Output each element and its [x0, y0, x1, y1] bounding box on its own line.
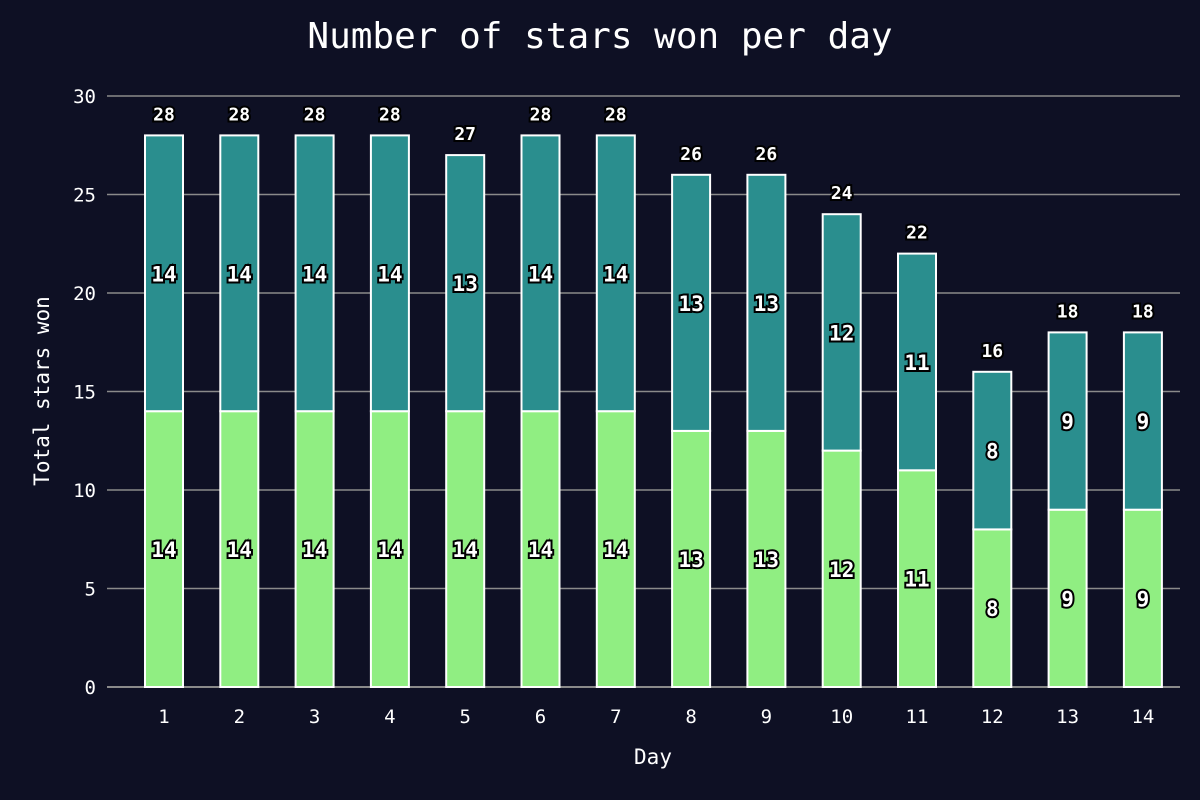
segment-value-label: 13	[678, 548, 703, 572]
bar-total-label: 28	[153, 104, 175, 125]
x-tick-label: 14	[1131, 706, 1154, 728]
segment-value-label: 13	[754, 548, 779, 572]
x-tick-label: 1	[158, 706, 169, 728]
x-tick-label: 10	[830, 706, 853, 728]
x-tick-label: 12	[981, 706, 1004, 728]
bar-total-label: 18	[1132, 301, 1154, 322]
x-axis-label: Day	[634, 745, 672, 769]
bar-segment-1	[595, 410, 636, 688]
bar-total-label: 26	[680, 144, 702, 165]
segment-value-label: 8	[986, 597, 999, 621]
bars: 14 14 28 14 14 28 14 14 28 14 14 28 14 13 27 14 14 28 14 14…	[144, 102, 1163, 689]
bar-segment-1	[219, 410, 260, 688]
bar-segment-1	[144, 410, 184, 688]
x-tick-label: 9	[761, 706, 772, 728]
bar-total-label: 22	[906, 223, 928, 244]
bar-segment-1	[445, 410, 486, 688]
x-tick-label: 6	[535, 706, 546, 728]
x-tick-label: 5	[459, 706, 470, 728]
y-tick-label: 25	[73, 185, 96, 207]
segment-value-label: 14	[302, 262, 327, 286]
bar-segment-1	[746, 429, 787, 688]
bar-segment-2	[821, 213, 862, 452]
segment-value-label: 14	[528, 262, 553, 286]
segment-value-label: 9	[1061, 587, 1074, 611]
segment-value-label: 14	[453, 538, 478, 562]
y-axis-ticks: 0 5 10 15 20 25 30	[73, 86, 96, 699]
bar-total-label: 28	[304, 104, 326, 125]
segment-value-label: 14	[302, 538, 327, 562]
bar-segment-1	[1047, 508, 1088, 689]
segment-value-label: 11	[904, 351, 929, 375]
x-tick-label: 4	[384, 706, 395, 728]
y-tick-label: 30	[73, 86, 96, 108]
bar-segment-2	[1122, 331, 1163, 511]
gridlines	[107, 95, 1180, 688]
bar-segment-2	[671, 173, 712, 432]
x-tick-label: 3	[309, 706, 320, 728]
segment-value-label: 12	[829, 321, 854, 345]
bar-segment-1	[671, 429, 712, 688]
segment-value-label: 13	[754, 292, 779, 316]
bar-segment-1	[972, 528, 1013, 689]
bar-segment-2	[972, 370, 1013, 531]
bar-segment-1	[369, 410, 410, 688]
segment-value-label: 14	[151, 262, 176, 286]
y-tick-label: 10	[73, 480, 96, 502]
bar-total-label: 28	[379, 104, 401, 125]
bar-segment-1	[294, 410, 335, 688]
bar-total-label: 16	[981, 341, 1003, 362]
bar-total-label: 28	[530, 104, 552, 125]
bar-segment-2	[369, 134, 410, 413]
segment-value-label: 11	[904, 568, 929, 592]
bar-total-label: 18	[1057, 301, 1079, 322]
segment-value-label: 14	[528, 538, 553, 562]
x-tick-label: 13	[1056, 706, 1079, 728]
bar-total-label: 28	[228, 104, 250, 125]
x-tick-label: 2	[234, 706, 245, 728]
segment-value-label: 9	[1061, 410, 1074, 434]
bar-total-label: 28	[605, 104, 627, 125]
segment-value-label: 14	[151, 538, 176, 562]
bar-segment-2	[746, 173, 787, 432]
y-tick-label: 5	[85, 579, 96, 601]
segment-value-label: 13	[678, 292, 703, 316]
segment-value-label: 12	[829, 558, 854, 582]
bar-total-label: 27	[454, 124, 476, 145]
y-axis-label: Total stars won	[30, 296, 54, 486]
segment-value-label: 14	[603, 538, 628, 562]
bar-total-label: 26	[756, 144, 778, 165]
y-tick-label: 0	[85, 677, 96, 699]
segment-value-label: 13	[453, 272, 478, 296]
segment-value-label: 9	[1137, 410, 1150, 434]
x-axis-ticks: 1 2 3 4 5 6 7 8 9 10 11 12 13 14	[158, 706, 1154, 728]
segment-value-label: 8	[986, 440, 999, 464]
bar-segment-2	[520, 134, 561, 413]
bar-segment-2	[897, 252, 937, 472]
segment-value-label: 14	[227, 262, 252, 286]
x-tick-label: 11	[906, 706, 929, 728]
bar-segment-2	[1047, 331, 1088, 511]
bar-total-label: 24	[831, 183, 853, 204]
bar-segment-2	[294, 134, 335, 413]
segment-value-label: 14	[227, 538, 252, 562]
chart-title: Number of stars won per day	[307, 16, 892, 57]
bar-segment-1	[897, 469, 937, 688]
bar-segment-2	[445, 154, 486, 413]
x-tick-label: 7	[610, 706, 621, 728]
x-tick-label: 8	[685, 706, 696, 728]
segment-value-label: 14	[377, 538, 402, 562]
y-tick-label: 20	[73, 283, 96, 305]
segment-value-label: 14	[377, 262, 402, 286]
bar-segment-2	[219, 134, 260, 413]
bar-segment-2	[144, 134, 184, 413]
bar-segment-2	[595, 134, 636, 413]
segment-value-label: 14	[603, 262, 628, 286]
segment-value-label: 9	[1137, 587, 1150, 611]
y-tick-label: 15	[73, 382, 96, 404]
bar-segment-1	[520, 410, 561, 688]
